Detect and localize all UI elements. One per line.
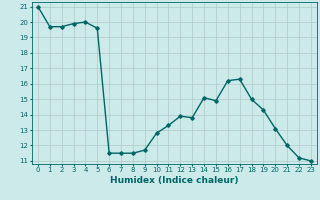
X-axis label: Humidex (Indice chaleur): Humidex (Indice chaleur) xyxy=(110,176,239,185)
